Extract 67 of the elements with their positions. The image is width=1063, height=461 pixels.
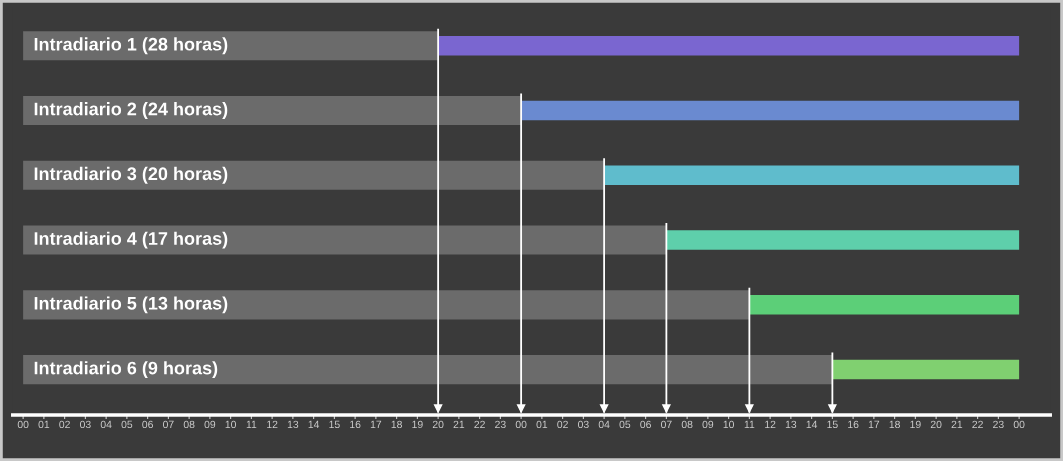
x-tick-label: 12 [267,420,278,428]
x-tick-label: 13 [287,420,299,429]
x-tick-label: 06 [640,420,651,429]
x-tick-label: 05 [619,420,631,429]
x-tick-label: 18 [391,420,402,429]
bar [23,225,667,255]
x-tick-label: 23 [993,420,1004,429]
x-tick-label: 02 [557,420,568,429]
x-tick-label: 18 [889,420,900,429]
x-tick-label: 16 [848,420,859,429]
bar [604,165,1020,185]
y-tick-label: Intradiario 6 (9 horas) [34,361,218,378]
x-tick-label: 07 [660,420,672,429]
x-tick-label: 04 [100,420,112,429]
x-tick-label: 20 [432,420,444,429]
y-tick-label: Intradiario 1 (28 horas) [34,37,228,55]
x-tick-label: 03 [79,420,91,429]
x-tick-label: 10 [723,420,735,429]
x-tick-label: 01 [536,420,548,429]
x-tick-label: 06 [142,420,153,429]
x-tick-label: 20 [930,420,942,429]
x-tick-label: 07 [162,420,174,429]
bar [832,359,1020,380]
x-tick-label: 08 [681,420,693,429]
x-tick-label: 09 [204,420,216,429]
x-tick-label: 10 [225,420,237,429]
x-tick-label: 00 [17,420,29,429]
x-tick-label: 17 [370,420,382,428]
x-tick-label: 00 [1013,420,1025,429]
x-tick-label: 08 [183,420,195,429]
x-tick-label: 15 [827,420,838,429]
x-tick-label: 14 [308,420,320,428]
x-tick-label: 00 [515,420,527,429]
x-tick-label: 09 [702,420,714,429]
x-tick-label: 17 [868,420,880,428]
x-tick-label: 14 [806,420,818,428]
x-tick-label: 11 [246,420,257,428]
bar [23,95,522,126]
y-tick-label: Intradiario 4 (17 horas) [34,231,228,249]
x-tick-label: 22 [474,420,485,428]
x-tick-label: 02 [59,420,70,429]
bar [666,230,1020,250]
x-tick-label: 04 [598,420,610,429]
x-tick-label: 23 [495,420,506,429]
x-tick-label: 21 [951,420,963,428]
y-tick-label: Intradiario 3 (20 horas) [34,166,228,184]
bar [23,31,439,61]
x-tick-label: 19 [910,420,921,429]
bar [23,160,605,190]
x-tick-label: 11 [744,420,755,428]
x-tick-label: 01 [38,420,50,429]
y-tick-label: Intradiario 2 (24 horas) [34,102,228,119]
x-tick-label: 15 [329,420,340,429]
x-tick-label: 13 [785,420,797,429]
bar [23,290,750,320]
bar [749,295,1020,315]
bar [438,36,1020,56]
x-tick-label: 05 [121,420,133,429]
x-tick-label: 16 [350,420,361,429]
bar [521,100,1020,121]
y-tick-label: Intradiario 5 (13 horas) [34,296,228,314]
x-tick-label: 12 [765,420,776,428]
x-tick-label: 19 [412,420,423,429]
x-tick-label: 21 [453,420,465,428]
bar [23,355,833,385]
x-tick-label: 22 [972,420,983,428]
x-tick-label: 03 [577,420,589,429]
